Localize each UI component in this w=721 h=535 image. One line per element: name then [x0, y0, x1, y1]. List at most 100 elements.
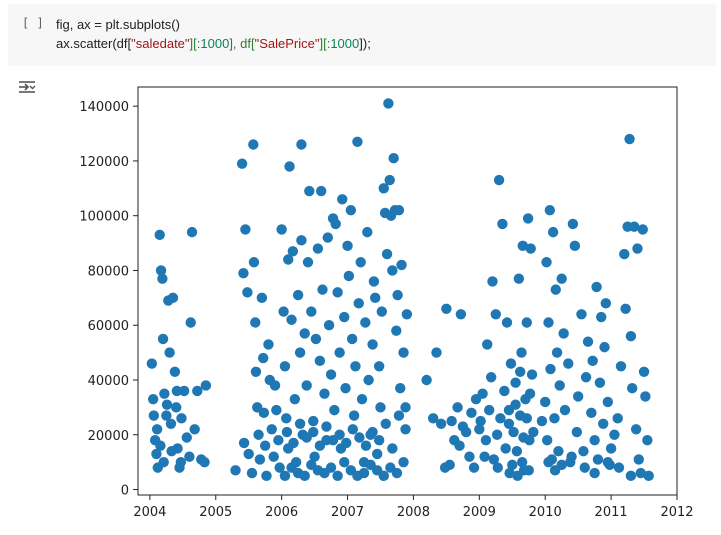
- scatter-point: [367, 339, 378, 350]
- scatter-point: [242, 287, 253, 298]
- scatter-point: [304, 185, 315, 197]
- scatter-point: [387, 443, 398, 454]
- scatter-point: [393, 205, 405, 216]
- scatter-point: [466, 407, 477, 419]
- scatter-point: [395, 383, 406, 394]
- scatter-point: [236, 158, 248, 169]
- scatter-point: [340, 383, 351, 394]
- scatter-point: [157, 333, 169, 345]
- scatter-point: [474, 424, 485, 435]
- scatter-point: [345, 205, 357, 216]
- scatter-point: [526, 369, 538, 380]
- scatter-point: [184, 451, 195, 462]
- scatter-point: [553, 445, 564, 457]
- scatter-point: [528, 426, 539, 438]
- scatter-point: [259, 440, 271, 451]
- scatter-point: [513, 273, 525, 284]
- code-token: :1000: [196, 36, 230, 51]
- scatter-point: [339, 311, 350, 323]
- run-cell-button[interactable]: [ ]: [22, 16, 44, 30]
- scatter-point: [288, 437, 299, 449]
- scatter-point: [556, 273, 567, 284]
- scatter-point: [256, 292, 268, 304]
- scatter-point: [640, 391, 651, 402]
- scatter-point: [579, 462, 590, 473]
- scatter-point: [314, 355, 326, 367]
- scatter-point: [353, 298, 364, 309]
- scatter-point: [541, 435, 553, 446]
- scatter-point: [393, 410, 405, 421]
- plot-frame: [137, 86, 678, 496]
- scatter-point: [240, 224, 251, 235]
- scatter-point: [543, 317, 554, 328]
- scatter-point: [319, 388, 330, 399]
- scatter-point: [378, 183, 389, 194]
- scatter-point: [248, 257, 260, 268]
- scatter-point: [558, 328, 569, 339]
- scatter-chart: 2004 2005 2006 2007 2008 2009 2010 2011 2012 0 200…: [79, 86, 694, 520]
- scatter-point: [475, 415, 486, 427]
- scatter-point: [503, 418, 515, 430]
- y-tick-label: 140000: [79, 100, 129, 115]
- x-tick-label: 2006: [265, 505, 298, 520]
- scatter-point: [294, 347, 306, 358]
- scatter-point: [373, 435, 385, 446]
- scatter-point: [559, 404, 571, 416]
- scatter-point: [261, 470, 272, 482]
- scatter-point: [586, 407, 597, 419]
- scatter-point: [296, 139, 307, 150]
- code-token: "saledate": [131, 36, 190, 51]
- output-toggle-icon[interactable]: [16, 78, 38, 96]
- scatter-point: [151, 448, 162, 460]
- scatter-point: [524, 388, 536, 399]
- scatter-point: [308, 415, 319, 427]
- scatter-point: [151, 424, 163, 435]
- scatter-point: [594, 377, 606, 388]
- y-tick-label: 120000: [79, 155, 129, 170]
- code-editor[interactable]: fig, ax = plt.subplots() ax.scatter(df["…: [56, 15, 371, 53]
- scatter-point: [615, 361, 627, 372]
- code-cell[interactable]: [ ] fig, ax = plt.subplots() ax.scatter(…: [8, 4, 716, 66]
- scatter-point: [342, 240, 353, 252]
- code-token: ], df[: [229, 36, 255, 51]
- scatter-point: [624, 133, 635, 145]
- scatter-point: [396, 259, 407, 271]
- scatter-point: [479, 451, 490, 462]
- scatter-point: [563, 358, 574, 369]
- scatter-point: [435, 418, 447, 430]
- scatter-point: [299, 328, 310, 339]
- scatter-point: [460, 426, 472, 438]
- scatter-point: [522, 213, 534, 224]
- scatter-point: [521, 413, 532, 424]
- scatter-point: [309, 451, 320, 462]
- scatter-point: [243, 448, 254, 460]
- scatter-point: [384, 174, 395, 186]
- scatter-point: [358, 467, 370, 479]
- scatter-point: [246, 467, 258, 479]
- scatter-point: [525, 243, 536, 254]
- scatter-point: [253, 429, 264, 440]
- scatter-point: [600, 298, 612, 309]
- scatter-point: [455, 309, 467, 320]
- scatter-point: [605, 443, 617, 454]
- scatter-point: [356, 393, 368, 405]
- scatter-point: [491, 429, 503, 440]
- code-token: ax.scatter(df[: [56, 36, 132, 51]
- scatter-point: [263, 339, 274, 350]
- scatter-point: [484, 404, 495, 416]
- scatter-point: [287, 246, 299, 257]
- scatter-point: [401, 309, 413, 320]
- code-token: ][: [189, 36, 197, 51]
- scatter-point: [258, 407, 270, 419]
- scatter-point: [488, 454, 500, 465]
- scatter-point: [325, 462, 337, 473]
- scatter-point: [192, 385, 203, 397]
- scatter-point: [360, 317, 371, 328]
- scatter-point: [346, 333, 358, 345]
- scatter-point: [289, 393, 301, 405]
- scatter-point: [238, 437, 250, 449]
- scatter-point: [431, 347, 442, 358]
- scatter-point: [630, 424, 642, 435]
- scatter-point: [185, 317, 196, 328]
- scatter-point: [199, 456, 210, 468]
